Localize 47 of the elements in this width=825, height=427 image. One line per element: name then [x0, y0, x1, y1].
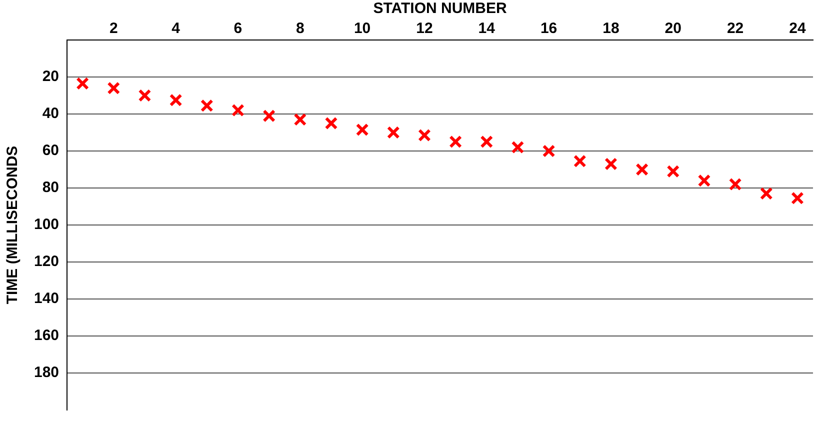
point — [294, 113, 307, 126]
point — [76, 77, 90, 90]
x-tick-label: 20 — [664, 20, 682, 38]
y-tick-label: 80 — [42, 179, 60, 196]
point — [760, 187, 773, 200]
point — [480, 135, 494, 148]
point — [262, 109, 276, 122]
x-tick-label: 18 — [602, 20, 620, 38]
point — [324, 116, 338, 130]
point — [169, 94, 182, 107]
x-tick-label: 12 — [416, 20, 433, 38]
y-tick-label: 60 — [42, 142, 60, 160]
x-tick-label: 24 — [789, 20, 806, 38]
point — [666, 164, 680, 178]
x-tick-label: 10 — [354, 20, 371, 38]
x-tick-label: 2 — [109, 20, 118, 38]
point — [636, 163, 648, 176]
point — [138, 89, 152, 102]
x-tick-label: 4 — [172, 20, 181, 38]
point — [386, 126, 400, 139]
point — [728, 178, 742, 191]
point — [511, 140, 524, 154]
y-axis-title: TIME (MILLISECONDS — [4, 146, 22, 304]
y-tick-label: 120 — [34, 253, 60, 270]
y-tick-label: 160 — [34, 327, 60, 344]
y-tick-label: 180 — [34, 364, 60, 382]
point — [791, 192, 804, 205]
point — [542, 144, 556, 158]
y-tick-label: 20 — [42, 68, 60, 86]
point — [107, 82, 120, 95]
x-axis-title: STATION NUMBER — [373, 0, 507, 18]
point — [698, 174, 711, 188]
point — [604, 158, 618, 170]
y-tick-label: 100 — [34, 216, 60, 234]
x-tick-label: 22 — [726, 20, 744, 38]
point — [232, 104, 244, 117]
point — [200, 99, 214, 112]
x-tick-label: 16 — [540, 20, 558, 38]
x-tick-label: 14 — [478, 20, 496, 38]
x-tick-label: 8 — [296, 20, 304, 38]
point — [418, 128, 431, 142]
point — [356, 123, 369, 136]
y-tick-label: 40 — [42, 105, 60, 122]
point — [449, 135, 462, 148]
point — [573, 154, 586, 168]
x-tick-label: 6 — [234, 20, 242, 38]
y-tick-label: 140 — [34, 290, 60, 308]
